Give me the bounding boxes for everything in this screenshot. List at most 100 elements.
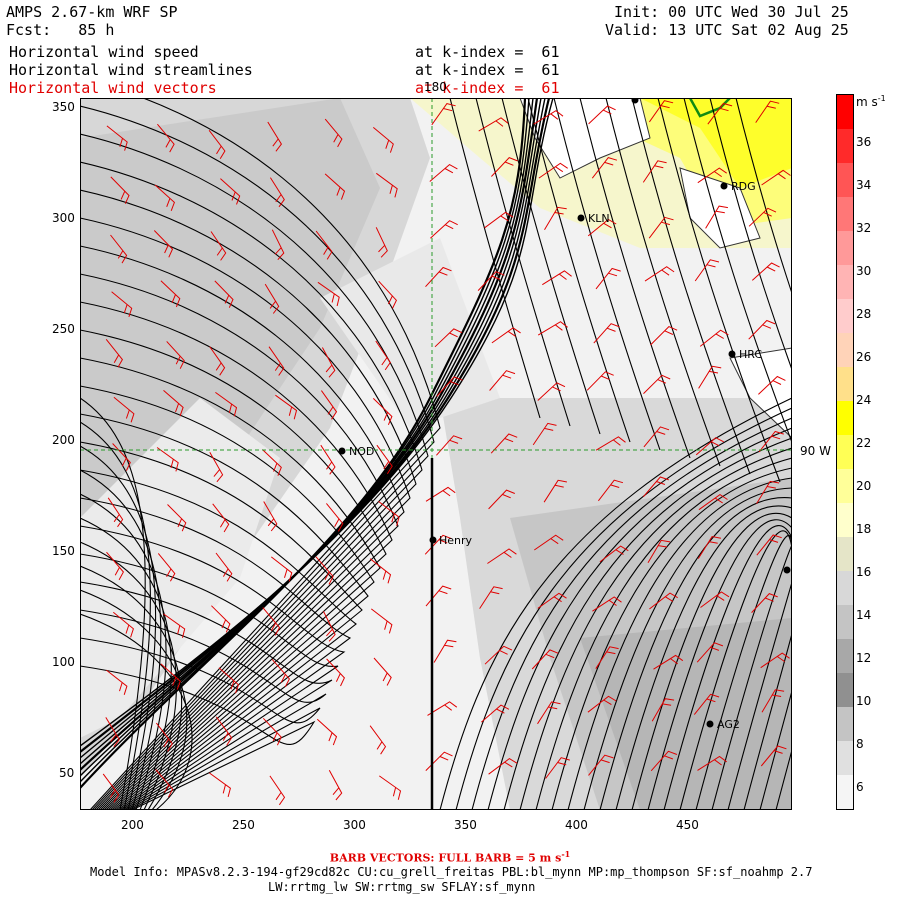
streamline — [80, 589, 188, 810]
layer-streamlines: Horizontal wind streamlines — [9, 61, 253, 79]
wind-barb — [372, 398, 393, 425]
wind-barb — [545, 757, 570, 779]
wind-barb — [209, 346, 226, 376]
wind-barb — [538, 162, 568, 179]
wind-barb — [756, 534, 782, 556]
streamline — [80, 441, 363, 810]
wind-barb — [163, 390, 184, 417]
wind-barb — [269, 177, 285, 208]
svg-text:NOD: NOD — [349, 445, 374, 458]
wind-barb — [262, 449, 282, 476]
streamline — [80, 301, 393, 810]
wind-barb — [756, 480, 780, 504]
wind-barb — [270, 556, 293, 582]
streamline — [711, 543, 792, 810]
streamline — [631, 98, 751, 475]
model-title: AMPS 2.67-km WRF SP — [6, 3, 178, 21]
streamline — [89, 98, 441, 810]
station-ag2: AG2 — [706, 718, 740, 731]
streamline — [80, 397, 146, 810]
station-henry: Henry — [429, 534, 473, 547]
wind-barb — [320, 444, 336, 475]
colorbar-label: 26 — [856, 350, 872, 364]
streamline — [709, 98, 792, 372]
wind-barb — [429, 163, 458, 182]
station-rdg: RDG — [720, 180, 756, 193]
streamline — [80, 493, 167, 810]
wind-barb — [593, 323, 620, 344]
wind-barb — [376, 444, 393, 475]
wind-barb — [588, 105, 616, 125]
wind-barb — [484, 645, 513, 665]
wind-barb — [271, 229, 285, 261]
colorbar-swatch — [837, 435, 853, 469]
wind-barb — [215, 716, 233, 746]
streamline — [759, 596, 792, 810]
wind-barb — [425, 486, 456, 502]
wind-barb — [323, 611, 336, 642]
wind-barb — [208, 129, 226, 159]
streamline — [631, 512, 792, 810]
wind-barb — [215, 552, 233, 582]
wind-barb — [587, 218, 617, 237]
streamline — [80, 565, 183, 810]
colorbar-label: 12 — [856, 651, 872, 665]
wind-barb — [481, 704, 510, 723]
wind-barb — [591, 157, 618, 179]
wind-barb — [156, 447, 179, 472]
colorbar-swatch — [837, 197, 853, 231]
streamline — [471, 417, 792, 810]
wind-barb — [761, 169, 791, 186]
streamline — [80, 98, 554, 747]
wind-barb — [315, 230, 333, 260]
streamline — [80, 98, 534, 777]
wind-barb — [695, 437, 724, 456]
colorbar-swatch — [837, 673, 853, 707]
wind-barb — [163, 613, 186, 638]
y-tick-350: 350 — [52, 100, 75, 114]
wind-barb — [153, 230, 174, 258]
x-tick-450: 450 — [676, 818, 699, 832]
wind-barb — [326, 658, 345, 687]
wind-barb — [436, 376, 463, 397]
colorbar-label: 16 — [856, 565, 872, 579]
wind-barb — [490, 433, 518, 454]
wind-barb — [110, 234, 128, 264]
wind-barb — [372, 127, 394, 153]
y-tick-150: 150 — [52, 544, 75, 558]
streamline — [80, 637, 321, 810]
wind-barbs — [102, 100, 791, 806]
wind-barb — [430, 220, 458, 239]
streamline — [80, 469, 357, 810]
wind-barb — [436, 435, 463, 456]
x-tick-250: 250 — [232, 818, 255, 832]
wind-barb — [315, 556, 334, 585]
colorbar-swatch — [837, 265, 853, 299]
init-time: Init: 00 UTC Wed 30 Jul 25 — [614, 3, 849, 21]
wind-barb — [643, 476, 669, 498]
wind-barb — [155, 769, 174, 798]
wind-barb — [542, 270, 572, 286]
wind-barb — [761, 689, 785, 713]
wind-barb — [531, 649, 559, 670]
wind-barb — [651, 698, 675, 722]
wind-barb — [586, 371, 614, 391]
wind-barb — [488, 489, 515, 510]
colorbar-swatch — [837, 571, 853, 605]
wind-barb — [157, 123, 175, 153]
wind-barb — [588, 754, 614, 776]
wind-barb — [264, 283, 280, 314]
wind-barb — [316, 718, 338, 746]
wind-barb — [649, 592, 678, 610]
layer-vectors: Horizontal wind vectors — [9, 79, 217, 97]
wind-barb — [106, 125, 128, 151]
wind-barb — [167, 504, 187, 532]
streamline — [519, 447, 792, 810]
streamline — [80, 217, 411, 810]
colorbar-swatch — [837, 707, 853, 741]
layer-vectors-level: at k-index = 61 — [415, 79, 560, 97]
streamlines — [80, 98, 792, 810]
streamline — [449, 98, 541, 419]
wind-barb — [376, 172, 398, 198]
streamline — [80, 98, 539, 771]
